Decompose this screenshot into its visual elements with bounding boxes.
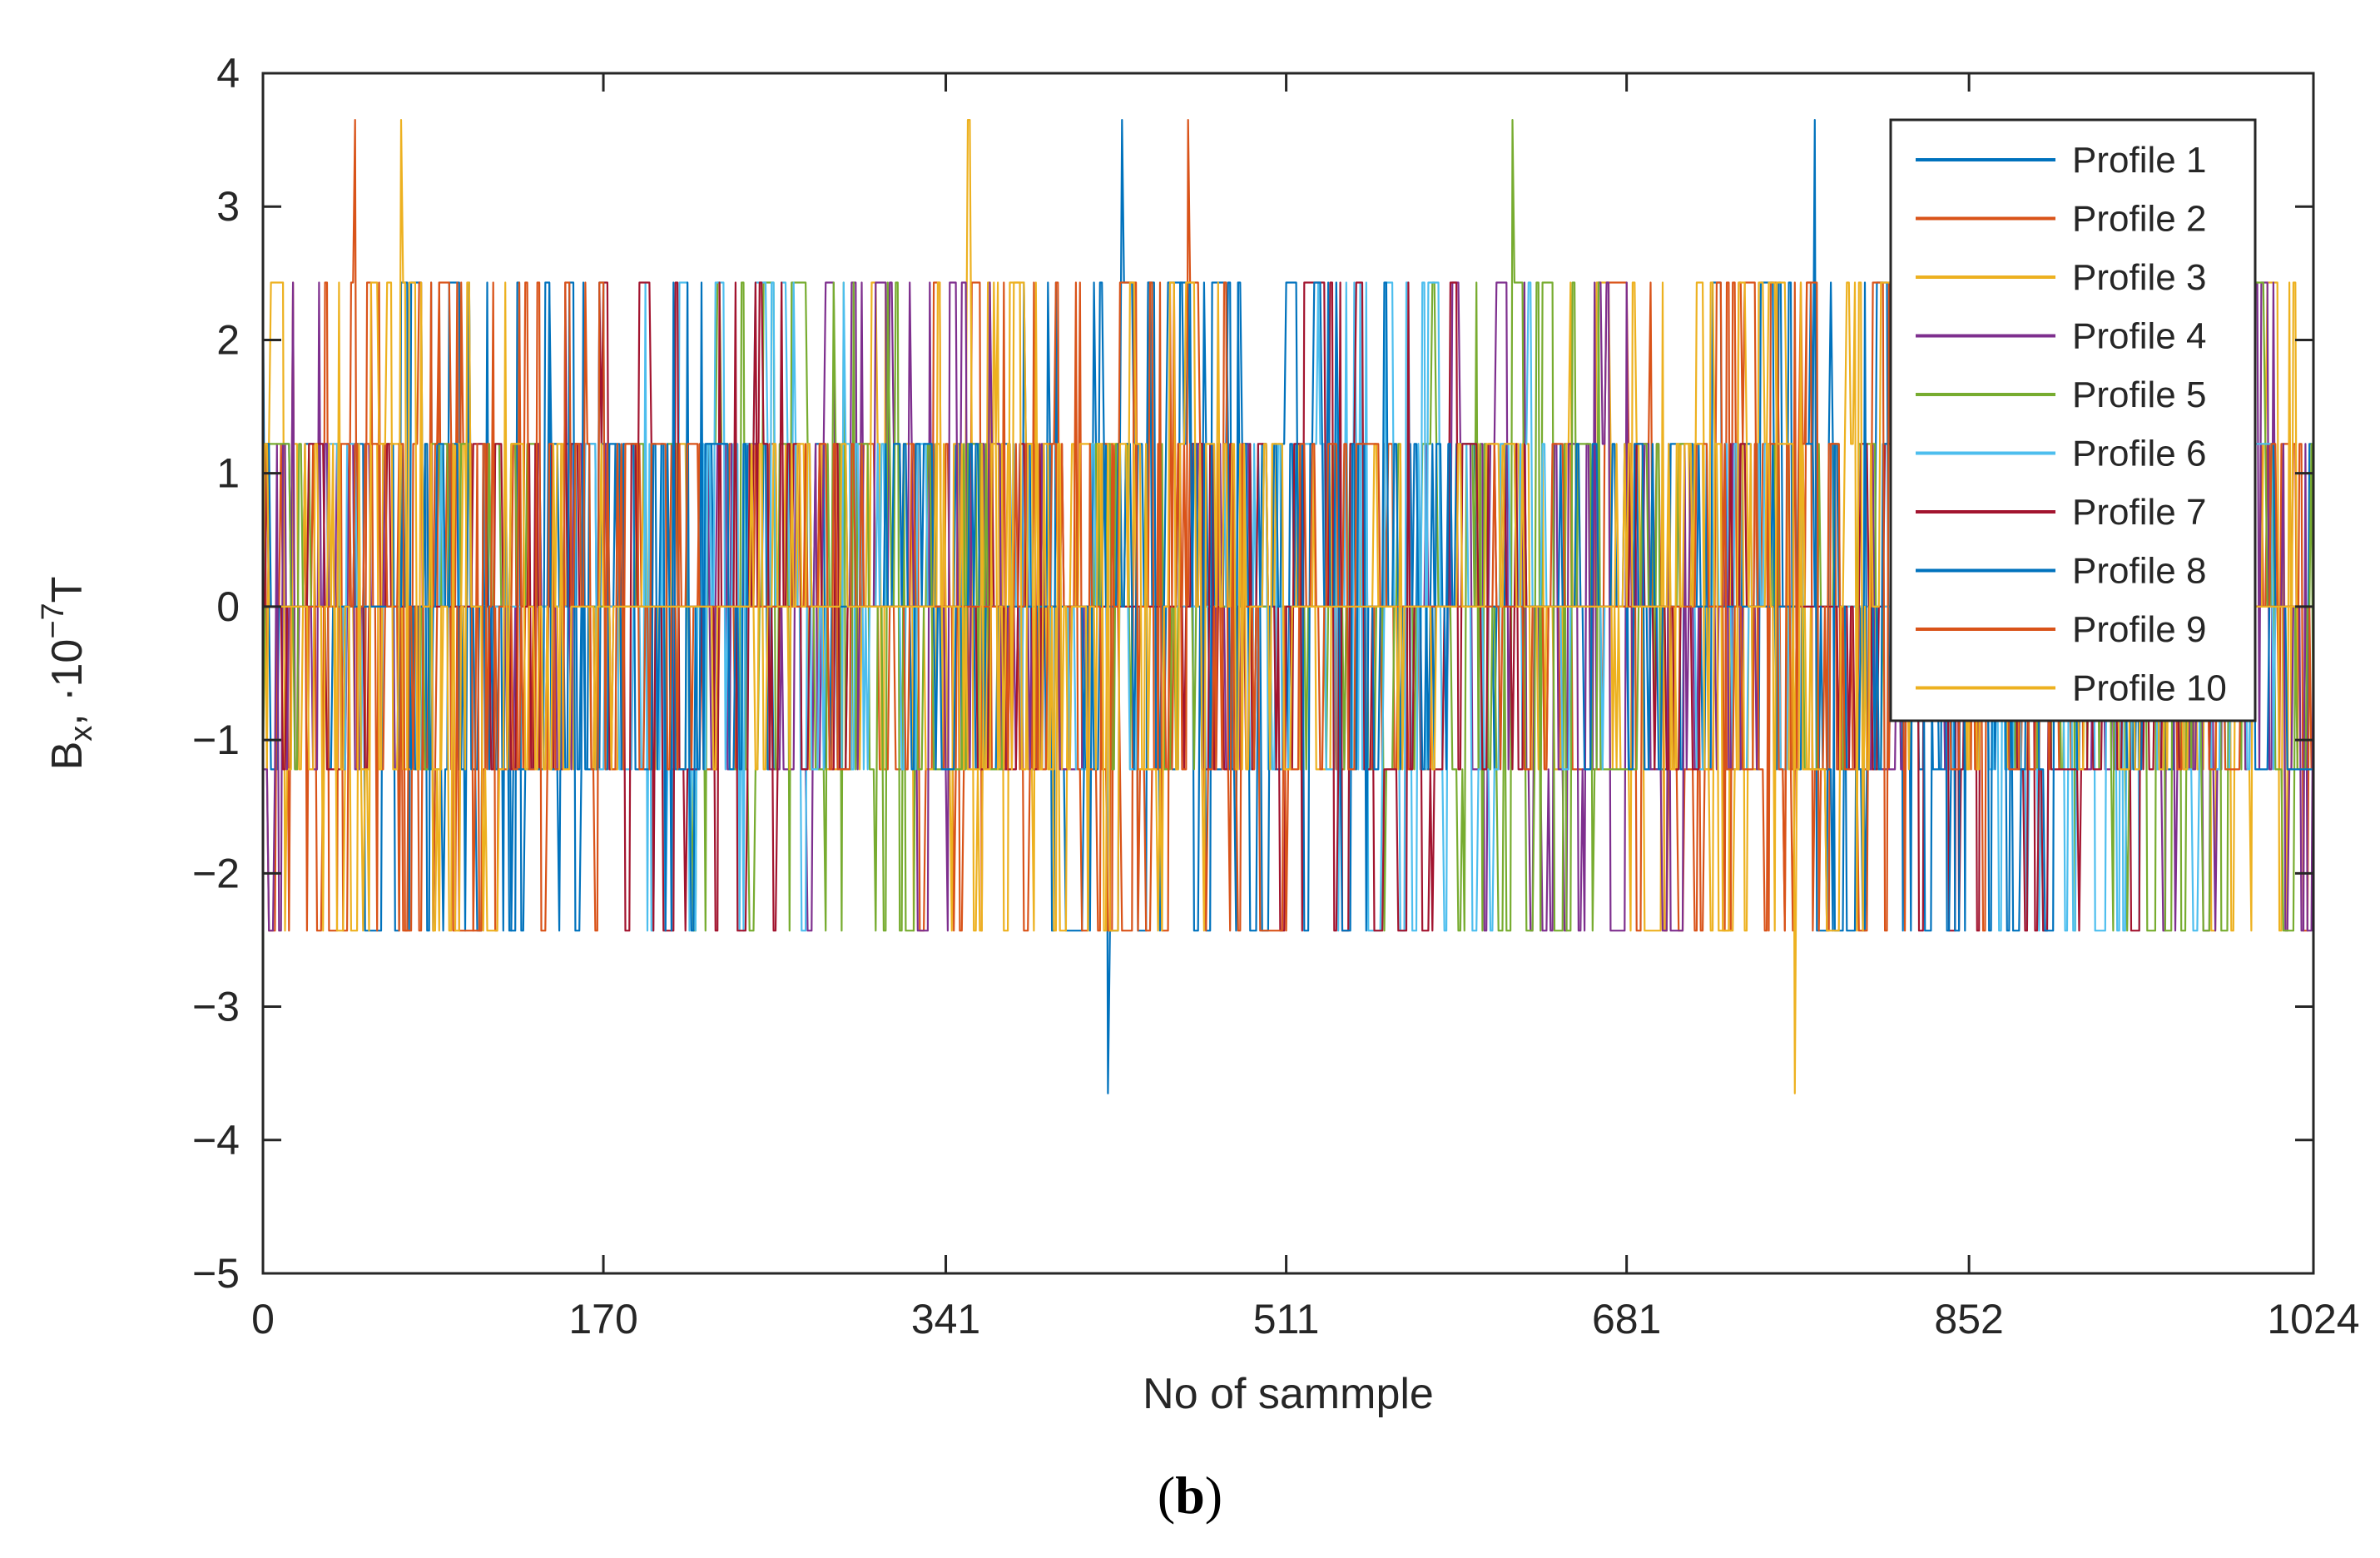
y-tick-label: 3	[216, 183, 240, 230]
axes-layer: 0 170 341 511 681 852 1024 4 3 2 1 0 −1 −2 −3 −4 −5	[192, 50, 2360, 1342]
legend-label-profile-8: Profile 8	[2072, 551, 2206, 592]
y-axis-title: Bx, ·10−7T	[36, 577, 99, 771]
y-tick-label: −4	[192, 1117, 240, 1164]
legend-label-profile-6: Profile 6	[2072, 434, 2206, 474]
y-tick-label: 1	[216, 450, 240, 497]
x-tick-label: 170	[568, 1296, 637, 1342]
x-axis-title: No of sammple	[1143, 1370, 1434, 1418]
legend-label-profile-3: Profile 3	[2072, 257, 2206, 298]
x-tick-label: 681	[1592, 1296, 1661, 1342]
legend-label-profile-4: Profile 4	[2072, 316, 2206, 357]
y-tick-label: −2	[192, 850, 240, 896]
y-axis-title-exponent: −7	[36, 603, 71, 638]
legend-label-profile-5: Profile 5	[2072, 375, 2206, 415]
plot-frame	[261, 72, 2315, 1275]
y-tick-label: −5	[192, 1250, 240, 1297]
y-tick-label: 2	[216, 316, 240, 363]
y-tick-label: 4	[216, 50, 240, 97]
x-tick-label: 0	[251, 1296, 275, 1342]
legend-label-profile-2: Profile 2	[2072, 199, 2206, 240]
legend-label-profile-9: Profile 9	[2072, 609, 2206, 650]
y-axis-title-sub: x	[64, 726, 99, 742]
y-axis-title-main: B	[43, 742, 92, 771]
legend-label-profile-1: Profile 1	[2072, 140, 2206, 181]
y-tick-label: 0	[216, 583, 240, 630]
legend: Profile 1 Profile 2 Profile 3 Profile 4 Prof…	[1889, 118, 2257, 722]
panel-letter: b	[1175, 1466, 1205, 1525]
legend-label-profile-7: Profile 7	[2072, 492, 2206, 533]
x-tick-label: 511	[1253, 1296, 1320, 1342]
y-axis-title-unit-tesla: T	[43, 577, 92, 603]
y-axis-title-unit: , ·10	[43, 639, 92, 726]
y-tick-label: −1	[192, 717, 240, 763]
y-tick-label: −3	[192, 984, 240, 1030]
panel-label: (b)	[1157, 1466, 1223, 1525]
x-tick-label: 341	[911, 1296, 980, 1342]
x-tick-label: 852	[1934, 1296, 2003, 1342]
x-tick-label: 1024	[2267, 1296, 2359, 1342]
legend-label-profile-10: Profile 10	[2072, 668, 2227, 709]
